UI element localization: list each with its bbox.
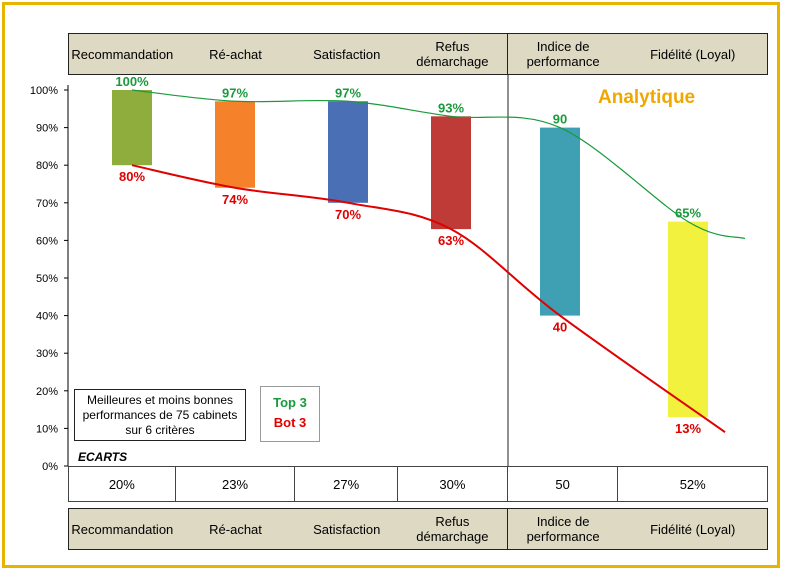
bar-0	[112, 90, 152, 166]
criterion-top-label: Refus démarchage	[416, 39, 489, 69]
bot3-value-label: 40	[553, 320, 567, 335]
criterion-top-3: Refus démarchage	[398, 34, 508, 74]
y-tick-label: 0%	[42, 461, 58, 473]
criterion-bottom-2: Satisfaction	[295, 509, 398, 549]
criterion-bottom-5: Fidélité (Loyal)	[618, 509, 767, 549]
y-tick-label: 70%	[36, 198, 58, 210]
y-tick-label: 60%	[36, 235, 58, 247]
bot3-trend-line	[131, 164, 726, 433]
bar-5	[668, 221, 708, 418]
top3-value-label: 97%	[335, 85, 361, 100]
gap-value: 20%	[69, 467, 176, 501]
criterion-top-label: Fidélité (Loyal)	[650, 46, 736, 62]
criterion-bottom-label: Indice de performance	[526, 514, 600, 544]
legend: Top 3 Bot 3	[260, 386, 320, 442]
bar-4	[540, 127, 580, 316]
criterion-top-1: Ré-achat	[176, 34, 296, 74]
criterion-top-5: Fidélité (Loyal)	[618, 34, 767, 74]
bot3-value-label: 13%	[675, 421, 701, 436]
criterion-top-label: Ré-achat	[209, 46, 262, 62]
chart-title: Analytique	[598, 87, 696, 108]
top3-value-label: 93%	[438, 100, 464, 115]
legend-top3: Top 3	[273, 395, 307, 410]
bar-2	[328, 101, 368, 203]
criterion-bottom-4: Indice de performance	[508, 509, 619, 549]
y-tick-label: 80%	[36, 160, 58, 172]
gap-value: 23%	[176, 467, 296, 501]
bot3-value-label: 70%	[335, 207, 361, 222]
criterion-top-label: Indice de performance	[526, 39, 600, 69]
description-text: Meilleures et moins bonnes performances …	[82, 392, 238, 437]
criterion-top-0: Recommandation	[69, 34, 176, 74]
top3-value-label: 100%	[115, 74, 149, 89]
criterion-bottom-0: Recommandation	[69, 509, 176, 549]
criterion-bottom-3: Refus démarchage	[398, 509, 508, 549]
top3-trend-line	[131, 89, 746, 240]
description-box: Meilleures et moins bonnes performances …	[74, 389, 246, 441]
bot3-value-label: 63%	[438, 233, 464, 248]
top3-value-label: 97%	[222, 85, 248, 100]
y-tick-label: 100%	[30, 85, 58, 97]
gap-value: 50	[508, 467, 619, 501]
y-tick-label: 50%	[36, 273, 58, 285]
bar-3	[431, 116, 471, 230]
gaps-label: ECARTS	[78, 450, 128, 464]
bar-1	[215, 101, 255, 188]
criterion-bottom-1: Ré-achat	[176, 509, 296, 549]
gap-value: 30%	[398, 467, 508, 501]
gap-value: 52%	[679, 476, 706, 492]
y-tick-label: 20%	[36, 386, 58, 398]
criterion-bottom-label: Refus démarchage	[416, 514, 489, 544]
criterion-bottom-label: Ré-achat	[209, 521, 262, 537]
criterion-top-label: Recommandation	[71, 46, 174, 62]
top3-value-label: 65%	[675, 206, 701, 221]
criteria-header-top: Recommandation Ré-achat Satisfaction Refus d…	[68, 33, 768, 75]
criterion-bottom-label: Satisfaction	[313, 521, 381, 537]
legend-bot3: Bot 3	[273, 415, 307, 430]
criterion-top-label: Satisfaction	[313, 46, 381, 62]
criterion-top-2: Satisfaction	[295, 34, 398, 74]
bot3-value-label: 74%	[222, 192, 248, 207]
y-tick-label: 40%	[36, 311, 58, 323]
gaps-row: 20% 23% 27% 30% 50 52%	[68, 466, 768, 502]
y-tick-label: 90%	[36, 123, 58, 135]
criteria-header-bottom: Recommandation Ré-achat Satisfaction Refus d…	[68, 508, 768, 550]
top3-value-label: 90	[553, 112, 567, 127]
criterion-bottom-label: Recommandation	[71, 521, 174, 537]
y-tick-label: 30%	[36, 348, 58, 360]
bot3-value-label: 80%	[119, 169, 145, 184]
criterion-top-4: Indice de performance	[508, 34, 619, 74]
gap-value: 27%	[295, 467, 399, 501]
criterion-bottom-label: Fidélité (Loyal)	[650, 521, 736, 537]
y-tick-label: 10%	[36, 423, 58, 435]
